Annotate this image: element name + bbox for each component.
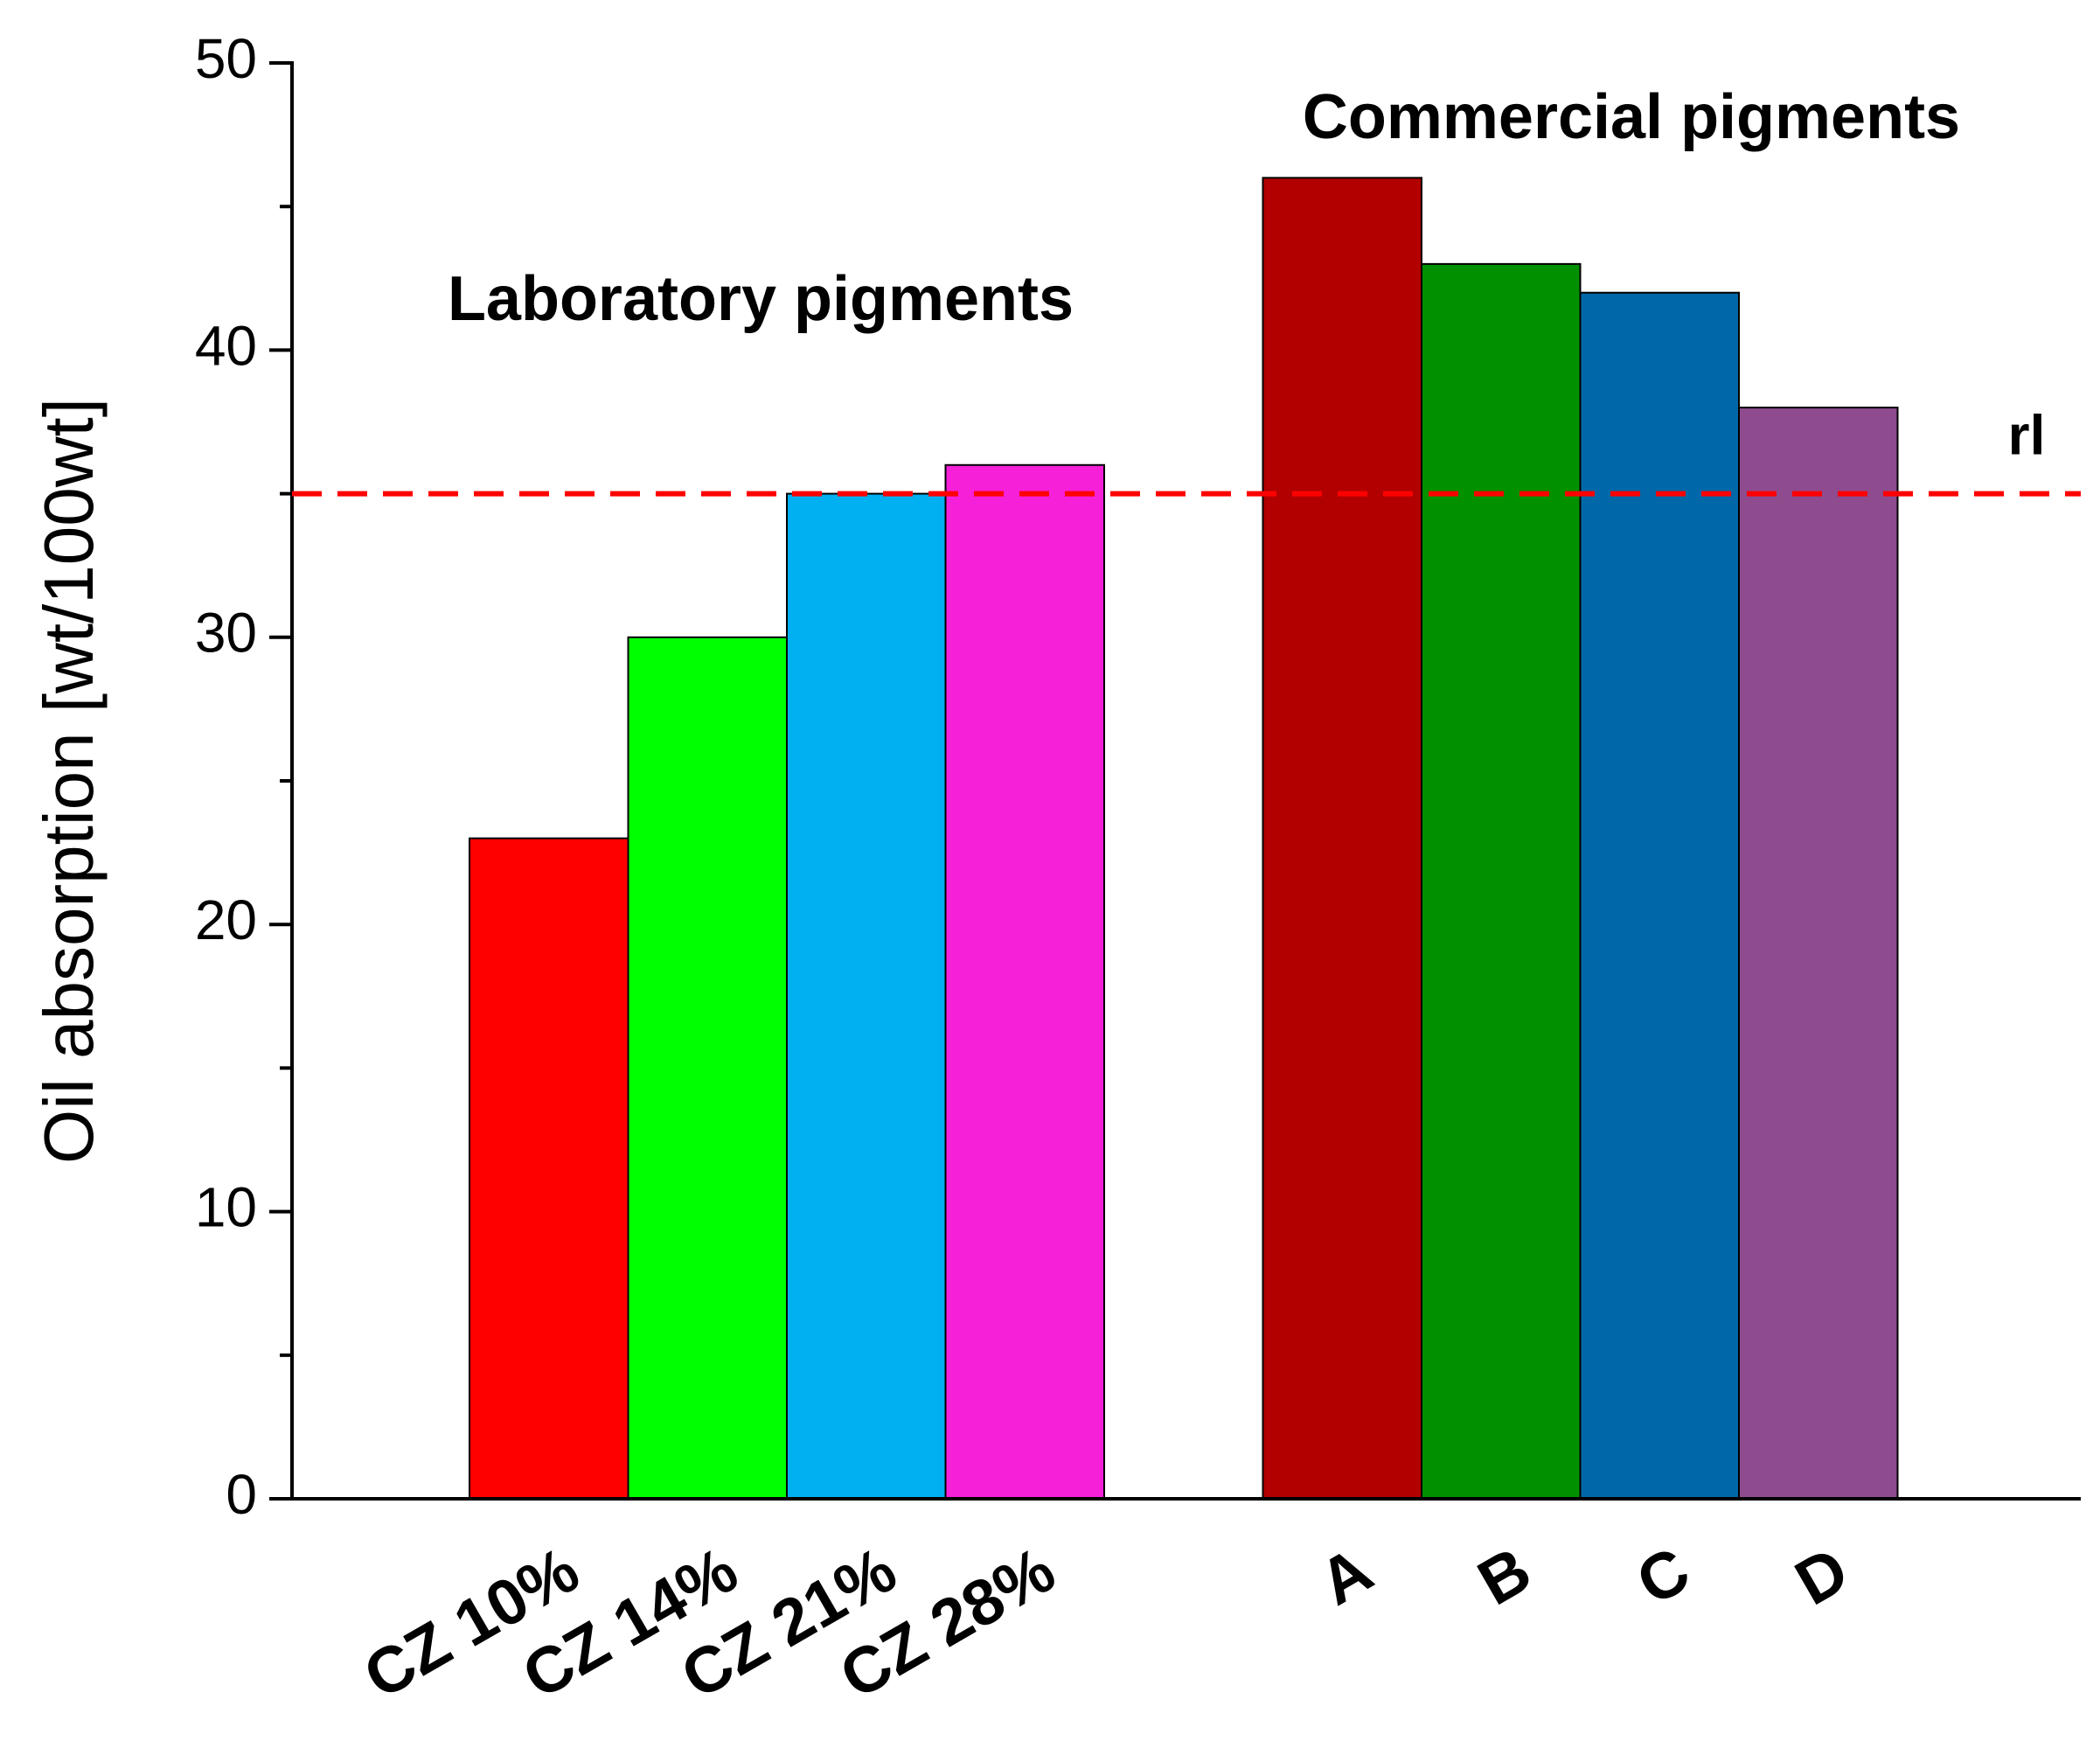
y-tick-label: 30 xyxy=(195,602,257,665)
bar xyxy=(944,463,1105,1500)
y-tick-label: 40 xyxy=(195,314,257,377)
x-tick-label: A xyxy=(1307,1533,1384,1619)
y-tick-label: 0 xyxy=(226,1463,257,1526)
bar xyxy=(627,636,788,1500)
bar xyxy=(1262,177,1422,1501)
bar xyxy=(1579,291,1740,1501)
bar xyxy=(786,492,947,1500)
reference-label: rl xyxy=(2008,404,2046,467)
annotation: Commercial pigments xyxy=(1303,82,1960,152)
y-tick-label: 20 xyxy=(195,888,257,951)
annotation: Laboratory pigments xyxy=(448,264,1074,334)
x-tick-label: B xyxy=(1466,1533,1543,1619)
x-tick-label: D xyxy=(1784,1533,1860,1619)
bar xyxy=(469,837,629,1500)
y-tick-label: 50 xyxy=(195,27,257,90)
y-axis-label: Oil absorption [wt/100wt] xyxy=(30,398,108,1164)
x-tick-label: C xyxy=(1624,1533,1701,1619)
y-tick-label: 10 xyxy=(195,1176,257,1239)
bar xyxy=(1421,262,1582,1500)
bar xyxy=(1738,407,1899,1501)
